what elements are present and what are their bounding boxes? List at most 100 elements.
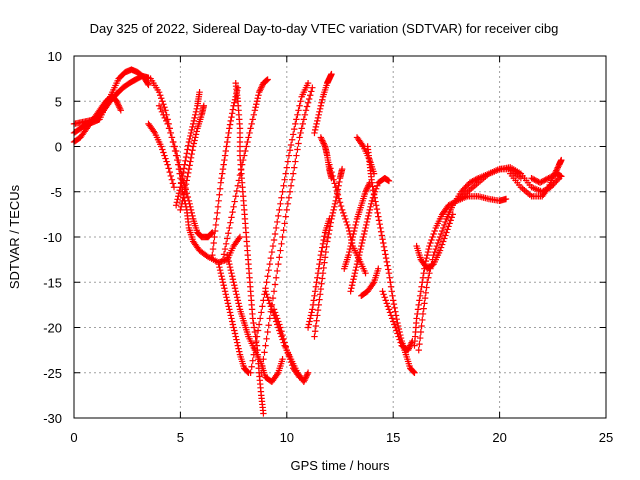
data-point-marker <box>351 270 359 277</box>
data-point-marker <box>391 321 398 328</box>
data-point-marker <box>315 111 322 119</box>
data-point-marker <box>113 98 120 105</box>
data-point-marker <box>347 288 354 295</box>
data-point-marker <box>289 170 297 177</box>
data-point-marker <box>550 181 557 188</box>
x-tick-label: 10 <box>280 430 294 445</box>
data-point-marker <box>326 161 333 168</box>
data-point-marker <box>314 114 322 122</box>
data-point-marker <box>416 292 424 300</box>
data-point-marker <box>225 129 232 137</box>
data-point-marker <box>225 257 232 265</box>
data-point-marker <box>209 229 216 236</box>
data-point-marker <box>558 173 565 180</box>
data-point-marker <box>175 156 182 164</box>
data-point-marker <box>293 116 300 123</box>
data-point-marker <box>212 221 220 229</box>
data-point-marker <box>236 348 243 355</box>
series-arc-30 <box>411 193 510 349</box>
data-point-marker <box>225 303 232 310</box>
data-point-marker <box>316 291 324 298</box>
data-point-marker <box>407 340 415 348</box>
data-point-marker <box>335 182 342 189</box>
data-point-marker <box>217 179 225 186</box>
data-point-marker <box>114 99 121 106</box>
data-point-marker <box>231 285 239 292</box>
data-point-marker <box>272 224 280 232</box>
data-point-marker <box>189 120 197 128</box>
data-point-marker <box>298 125 305 132</box>
data-point-marker <box>228 273 236 280</box>
data-point-marker <box>304 79 312 87</box>
data-point-marker <box>224 138 231 146</box>
data-point-marker <box>309 306 316 313</box>
data-point-marker <box>227 266 234 274</box>
data-point-marker <box>255 321 263 328</box>
data-point-marker <box>389 292 396 300</box>
data-point-marker <box>220 251 228 258</box>
data-point-marker <box>321 259 328 266</box>
data-point-marker <box>216 263 223 271</box>
data-point-marker <box>179 172 186 180</box>
data-point-marker <box>156 92 164 99</box>
data-point-marker <box>319 137 326 144</box>
data-point-marker <box>252 339 260 346</box>
data-point-marker <box>180 168 187 176</box>
data-point-marker <box>502 195 510 203</box>
data-point-marker <box>316 105 324 112</box>
data-point-marker <box>302 375 309 382</box>
data-point-marker <box>170 138 177 146</box>
data-point-marker <box>305 321 312 328</box>
data-point-marker <box>228 214 235 221</box>
data-point-marker <box>115 102 122 109</box>
data-point-marker <box>221 156 228 164</box>
data-point-marker <box>161 114 168 122</box>
data-point-marker <box>423 254 430 262</box>
data-point-marker <box>429 233 436 241</box>
data-point-marker <box>187 203 194 211</box>
data-point-marker <box>300 116 308 123</box>
data-point-marker <box>250 351 258 358</box>
data-point-marker <box>184 146 191 153</box>
data-point-marker <box>324 238 331 245</box>
data-point-marker <box>459 187 466 194</box>
x-tick-label: 25 <box>599 430 613 445</box>
data-point-marker <box>228 270 235 277</box>
data-point-marker <box>189 212 196 220</box>
data-point-marker <box>397 339 404 346</box>
data-point-marker <box>232 193 239 200</box>
data-point-marker <box>365 212 372 220</box>
data-point-marker <box>267 254 275 262</box>
data-point-marker <box>253 101 260 108</box>
data-point-marker <box>234 342 242 349</box>
data-point-marker <box>167 129 174 137</box>
data-point-marker <box>280 182 287 189</box>
data-point-marker <box>278 328 285 335</box>
data-point-marker <box>189 143 197 150</box>
data-point-marker <box>541 177 548 184</box>
data-point-marker <box>469 177 476 185</box>
data-point-marker <box>188 209 195 217</box>
data-point-marker <box>441 221 448 229</box>
data-point-marker <box>426 270 433 277</box>
data-point-marker <box>275 212 282 220</box>
data-point-marker <box>311 129 318 137</box>
data-point-marker <box>271 309 279 316</box>
data-point-marker <box>428 236 435 244</box>
data-point-marker <box>353 218 360 226</box>
data-point-marker <box>236 303 243 310</box>
data-point-marker <box>177 206 184 214</box>
data-point-marker <box>272 312 280 319</box>
data-point-marker <box>437 230 445 238</box>
data-point-marker <box>228 110 236 117</box>
data-point-marker <box>449 211 456 218</box>
data-point-marker <box>441 235 448 242</box>
data-point-marker <box>165 125 173 132</box>
data-point-marker <box>175 190 183 197</box>
data-point-marker <box>311 292 318 300</box>
data-point-marker <box>177 184 184 191</box>
data-point-marker <box>256 87 264 94</box>
data-point-marker <box>255 92 262 99</box>
data-point-marker <box>413 315 420 322</box>
